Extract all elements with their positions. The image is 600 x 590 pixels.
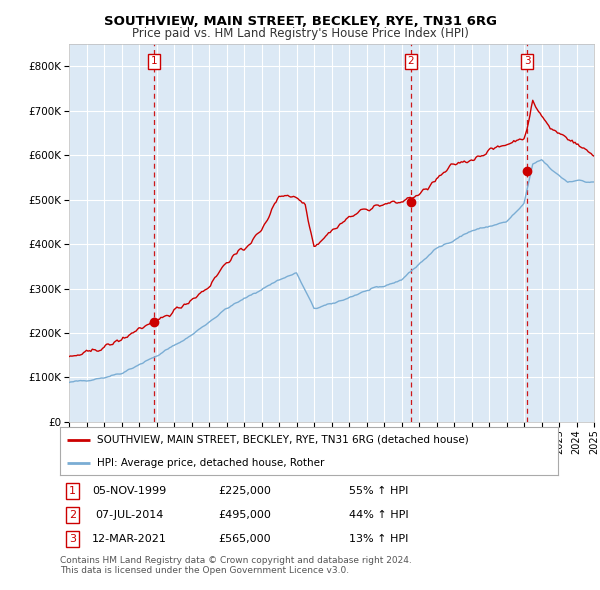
Text: 07-JUL-2014: 07-JUL-2014 — [95, 510, 164, 520]
Text: Contains HM Land Registry data © Crown copyright and database right 2024.: Contains HM Land Registry data © Crown c… — [60, 556, 412, 565]
Text: Price paid vs. HM Land Registry's House Price Index (HPI): Price paid vs. HM Land Registry's House … — [131, 27, 469, 40]
Text: SOUTHVIEW, MAIN STREET, BECKLEY, RYE, TN31 6RG: SOUTHVIEW, MAIN STREET, BECKLEY, RYE, TN… — [104, 15, 497, 28]
Text: £225,000: £225,000 — [218, 486, 271, 496]
Text: 05-NOV-1999: 05-NOV-1999 — [92, 486, 167, 496]
Text: HPI: Average price, detached house, Rother: HPI: Average price, detached house, Roth… — [97, 458, 325, 468]
Text: SOUTHVIEW, MAIN STREET, BECKLEY, RYE, TN31 6RG (detached house): SOUTHVIEW, MAIN STREET, BECKLEY, RYE, TN… — [97, 435, 469, 445]
Text: 12-MAR-2021: 12-MAR-2021 — [92, 534, 167, 544]
Text: 2: 2 — [407, 56, 414, 66]
Text: £565,000: £565,000 — [218, 534, 271, 544]
Text: 44% ↑ HPI: 44% ↑ HPI — [349, 510, 409, 520]
Text: This data is licensed under the Open Government Licence v3.0.: This data is licensed under the Open Gov… — [60, 566, 349, 575]
Text: £495,000: £495,000 — [218, 510, 271, 520]
Text: 3: 3 — [524, 56, 530, 66]
Text: 1: 1 — [69, 486, 76, 496]
Text: 2: 2 — [69, 510, 76, 520]
Text: 3: 3 — [69, 534, 76, 544]
Text: 1: 1 — [151, 56, 157, 66]
Text: 13% ↑ HPI: 13% ↑ HPI — [349, 534, 408, 544]
Text: 55% ↑ HPI: 55% ↑ HPI — [349, 486, 408, 496]
